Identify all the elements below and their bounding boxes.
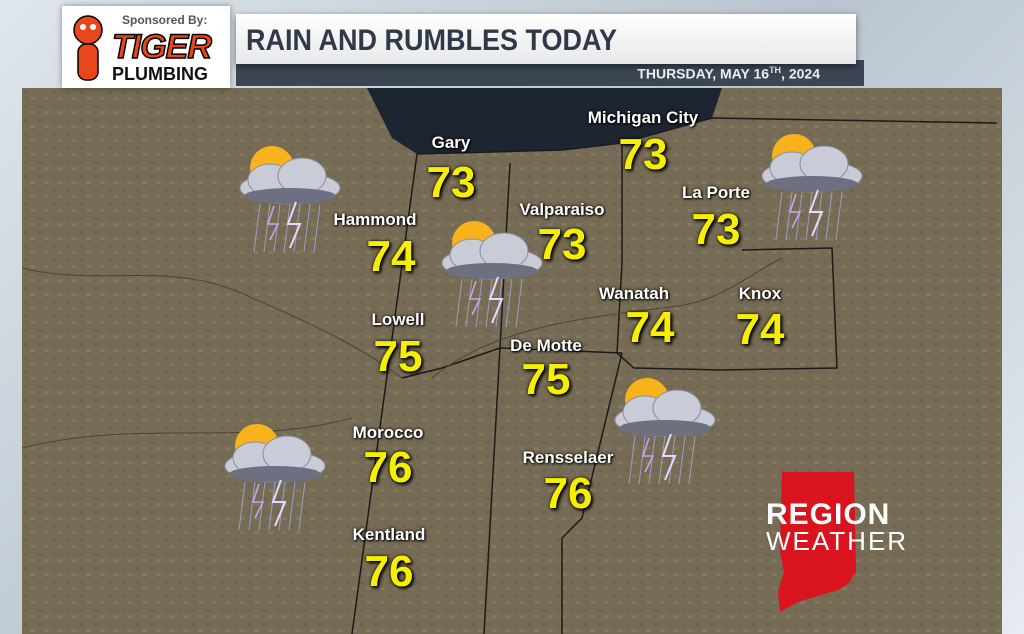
city-temperature: 73 bbox=[426, 158, 476, 207]
page-title: RAIN AND RUMBLES TODAY bbox=[246, 24, 618, 57]
city-label: Michigan City bbox=[587, 108, 699, 127]
city-temperature: 74 bbox=[735, 305, 785, 354]
city-temperature: 76 bbox=[364, 547, 414, 596]
city-temperature: 75 bbox=[521, 355, 571, 404]
city-label: Gary bbox=[431, 133, 471, 152]
city-label: Kentland bbox=[352, 525, 426, 544]
sponsor-label: Sponsored By: bbox=[122, 13, 208, 27]
city-label: Rensselaer bbox=[522, 448, 614, 467]
lake-michigan bbox=[367, 88, 722, 154]
title-bar: RAIN AND RUMBLES TODAY bbox=[236, 14, 856, 64]
city-label: La Porte bbox=[681, 183, 751, 202]
city-label: Morocco bbox=[352, 423, 424, 442]
partly-sunny-thunderstorm-icon bbox=[752, 128, 872, 248]
date-bar: THURSDAY, MAY 16TH, 2024 bbox=[236, 60, 864, 86]
partly-sunny-thunderstorm-icon bbox=[215, 418, 335, 538]
city-label: Wanatah bbox=[598, 284, 670, 303]
city-label: Valparaiso bbox=[519, 200, 605, 219]
city-label: Lowell bbox=[371, 310, 425, 329]
city-label: De Motte bbox=[510, 336, 582, 355]
city-temperature: 73 bbox=[691, 205, 741, 254]
city-temperature: 74 bbox=[366, 232, 416, 281]
city-temperature: 73 bbox=[618, 130, 668, 179]
city-temperature: 76 bbox=[363, 443, 413, 492]
partly-sunny-thunderstorm-icon bbox=[432, 215, 552, 335]
tiger-mascot-icon bbox=[73, 15, 103, 81]
city-temperature: 75 bbox=[373, 332, 423, 381]
sponsor-logo: Sponsored By: TIGER PLUMBING bbox=[62, 6, 230, 88]
partly-sunny-thunderstorm-icon bbox=[230, 140, 350, 260]
city-temperature: 76 bbox=[543, 469, 593, 518]
sponsor-brand-bottom: PLUMBING bbox=[112, 64, 208, 84]
city-label: Knox bbox=[738, 284, 782, 303]
date-text: THURSDAY, MAY 16TH, 2024 bbox=[637, 65, 820, 82]
county-lines bbox=[351, 117, 998, 634]
partly-sunny-thunderstorm-icon bbox=[605, 372, 725, 492]
sponsor-brand-top: TIGER bbox=[111, 27, 212, 67]
city-temperature: 74 bbox=[625, 303, 675, 352]
indiana-state-icon bbox=[778, 472, 856, 612]
city-temperature: 73 bbox=[537, 220, 587, 269]
city-label: Hammond bbox=[333, 210, 417, 229]
region-weather-logo: REGION WEATHER bbox=[766, 472, 908, 612]
